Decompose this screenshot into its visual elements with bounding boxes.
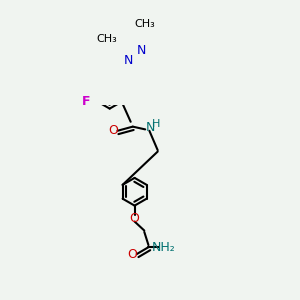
Text: H: H	[152, 119, 160, 129]
Text: NH₂: NH₂	[152, 241, 176, 254]
Text: O: O	[130, 212, 140, 225]
Text: N: N	[146, 121, 155, 134]
Text: O: O	[108, 124, 118, 137]
Text: O: O	[128, 248, 137, 261]
Text: N: N	[124, 54, 133, 67]
Text: CH₃: CH₃	[135, 19, 155, 29]
Text: CH₃: CH₃	[97, 34, 118, 44]
Text: F: F	[82, 95, 90, 108]
Text: N: N	[137, 44, 146, 57]
